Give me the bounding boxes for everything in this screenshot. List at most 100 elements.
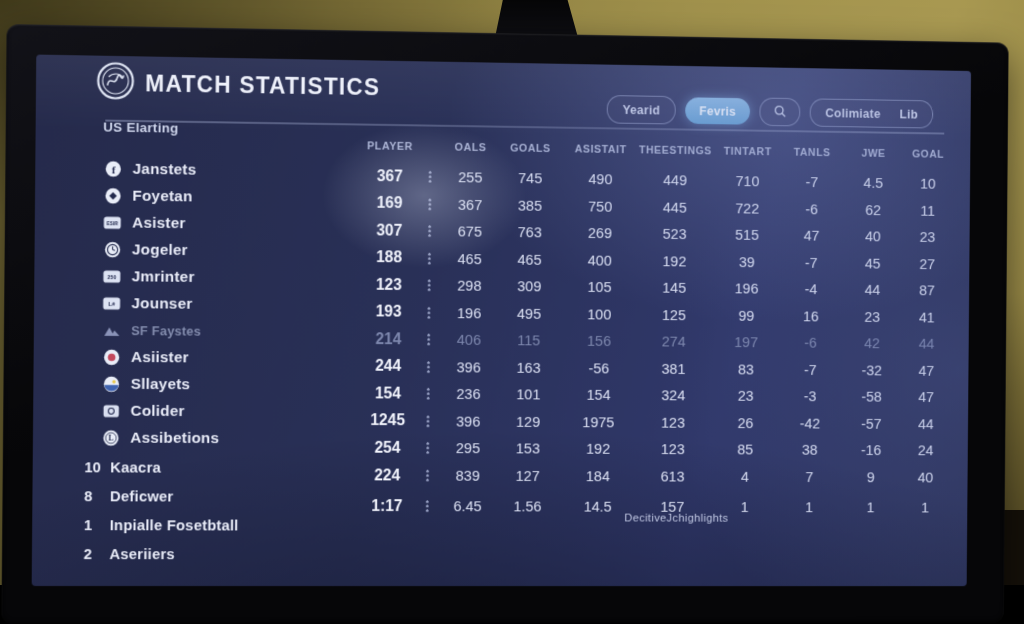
stat-cell: 309 [497, 278, 561, 295]
stat-cell: -7 [783, 255, 840, 272]
stat-cell: 153 [496, 441, 560, 458]
stat-cell: 396 [440, 413, 496, 430]
team-row[interactable]: 250 Jmrinter [102, 263, 338, 292]
team-label: SF Faystes [131, 323, 201, 339]
stat-cell: 101 [496, 387, 560, 404]
column-header: PLAYER [363, 140, 418, 153]
stat-cell: 47 [904, 389, 947, 406]
stat-cell: 192 [560, 441, 637, 458]
globe-circle-icon [101, 376, 121, 393]
colimiate-button[interactable]: Colimiate [825, 106, 881, 121]
stat-cell: 125 [638, 307, 711, 324]
stat-cell: -6 [782, 335, 839, 352]
stat-cell: -16 [838, 442, 904, 459]
team-label: Asister [132, 214, 185, 233]
column-header: GOAL [906, 148, 949, 160]
stat-cell: 192 [638, 253, 711, 270]
colimiate-lib-group[interactable]: Colimiate Lib [810, 98, 933, 128]
stat-cell: 145 [638, 280, 711, 297]
numeric-badge-icon: 250 [102, 270, 122, 283]
stat-cell: -4 [783, 281, 840, 298]
stat-cell: 123 [636, 441, 709, 458]
toolbar: Yearid Fevris Colimiate Lib [607, 95, 933, 129]
stat-cell: 224 [360, 467, 415, 485]
stat-cell: 385 [498, 197, 562, 215]
stat-cell: -32 [839, 362, 905, 379]
stat-cell: 254 [360, 440, 415, 458]
rank-label: Kaacra [110, 459, 161, 476]
stat-cell: 324 [637, 388, 710, 405]
stat-cell: -7 [782, 362, 839, 379]
fevris-button[interactable]: Fevris [685, 97, 751, 124]
stat-cell: 196 [710, 281, 782, 298]
column-header: OALS [442, 142, 498, 155]
stat-cell: 44 [905, 336, 948, 353]
lib-button[interactable]: Lib [900, 107, 919, 121]
stat-cell: 244 [361, 358, 416, 376]
stat-cell: 400 [561, 252, 638, 270]
stat-cell: 42 [839, 335, 905, 352]
stat-cell: 23 [906, 229, 949, 246]
yearid-button[interactable]: Yearid [607, 95, 676, 124]
team-row[interactable]: Asiister [101, 344, 337, 373]
search-button[interactable] [760, 98, 801, 127]
stat-cell: 47 [783, 228, 840, 245]
row-dots-separator [426, 442, 429, 455]
team-row[interactable]: Jogeler [102, 236, 338, 265]
rank-number: 1 [84, 517, 110, 534]
stat-cell: 87 [905, 283, 948, 300]
column-header: GOALS [499, 142, 563, 155]
mountain-icon [101, 323, 121, 337]
stat-cell: 465 [498, 251, 562, 268]
svg-text:f: f [111, 164, 115, 176]
stat-cell: 214 [361, 331, 416, 349]
lh-badge-icon: L# [102, 297, 122, 310]
team-row[interactable]: SF Faystes [101, 317, 337, 346]
stat-cell: 23 [709, 388, 781, 405]
stat-cell: 99 [710, 307, 782, 324]
stat-cell: 6.45 [439, 498, 495, 515]
stat-cell: 722 [711, 200, 783, 218]
team-row[interactable]: Foyetan [103, 182, 339, 212]
team-label: Sllayets [131, 375, 191, 393]
stat-cell: 406 [441, 332, 497, 349]
stat-cell: 763 [498, 224, 562, 241]
rank-label: Deficwer [110, 488, 174, 505]
license-circle-icon: L [100, 430, 120, 447]
team-label: Asiister [131, 349, 189, 367]
stat-cell: 445 [638, 199, 711, 217]
stat-cell: 1:17 [360, 498, 415, 516]
stat-cell: 40 [904, 470, 947, 487]
team-label: Jmrinter [132, 268, 195, 287]
stat-cell: -56 [560, 360, 637, 377]
team-row[interactable]: L#Jounser [102, 290, 338, 319]
stat-cell: -3 [782, 389, 839, 406]
team-row[interactable]: Sllayets [101, 371, 337, 399]
stat-cell: -58 [838, 389, 904, 406]
stat-cell: 127 [496, 468, 560, 485]
stat-cell: 1975 [560, 414, 637, 431]
stat-cell: 495 [497, 305, 561, 322]
svg-text:L#: L# [108, 302, 115, 308]
row-dots-separator [428, 171, 431, 184]
team-row[interactable]: Colider [101, 398, 337, 426]
rank-label: Aseriiers [109, 546, 174, 563]
row-dots-separator [427, 307, 430, 320]
stat-cell: 100 [561, 306, 638, 323]
row-dots-separator [427, 334, 430, 347]
stat-cell: 123 [361, 276, 416, 294]
stat-cell: 23 [839, 309, 905, 326]
stat-cell: 9 [838, 469, 904, 486]
